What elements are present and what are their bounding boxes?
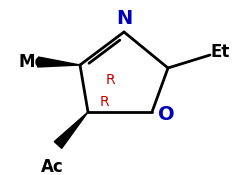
Text: Me: Me [18,53,46,71]
Polygon shape [54,112,88,148]
Polygon shape [38,57,80,67]
Text: O: O [158,106,175,124]
Text: R: R [106,73,116,87]
Text: R: R [100,95,110,109]
Text: Ac: Ac [41,158,63,175]
Text: Et: Et [210,43,229,61]
Text: N: N [116,9,132,28]
